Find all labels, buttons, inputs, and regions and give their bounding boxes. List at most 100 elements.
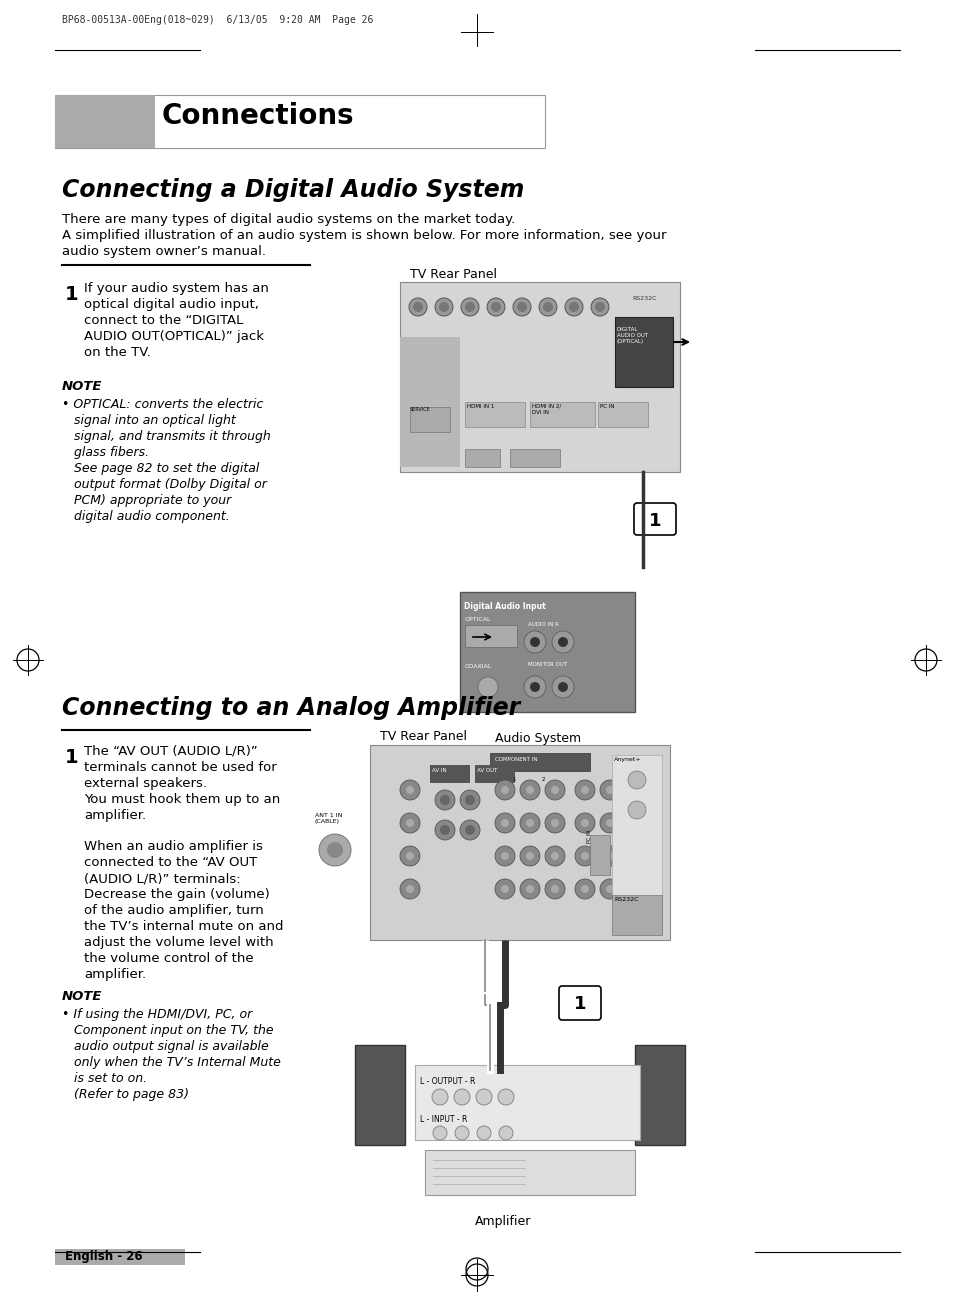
Circle shape (406, 820, 414, 827)
Bar (612, 755, 661, 930)
Bar (464, 402, 524, 427)
Circle shape (564, 298, 582, 316)
Bar (490, 753, 589, 771)
Text: the TV’s internal mute on and: the TV’s internal mute on and (84, 920, 283, 933)
Text: external speakers.: external speakers. (84, 777, 207, 790)
Circle shape (544, 813, 564, 833)
Bar (355, 1045, 405, 1145)
Circle shape (552, 631, 574, 653)
Circle shape (432, 1089, 448, 1105)
Circle shape (544, 781, 564, 800)
Bar (464, 624, 517, 647)
Circle shape (575, 846, 595, 866)
Text: A simplified illustration of an audio system is shown below. For more informatio: A simplified illustration of an audio sy… (62, 229, 666, 242)
Text: COMPONENT IN: COMPONENT IN (495, 757, 537, 762)
Text: Component input on the TV, the: Component input on the TV, the (62, 1024, 274, 1037)
Circle shape (438, 302, 449, 312)
Text: (AUDIO L/R)” terminals:: (AUDIO L/R)” terminals: (84, 872, 240, 885)
Circle shape (495, 879, 515, 899)
Text: amplifier.: amplifier. (84, 968, 146, 981)
Circle shape (464, 795, 475, 805)
Text: glass fibers.: glass fibers. (62, 446, 149, 459)
Text: AV OUT: AV OUT (476, 768, 497, 773)
Circle shape (525, 820, 534, 827)
Text: audio output signal is available: audio output signal is available (62, 1039, 269, 1053)
Text: English - 26: English - 26 (65, 1250, 143, 1263)
Circle shape (459, 790, 479, 811)
Circle shape (500, 786, 509, 794)
Text: L - INPUT - R: L - INPUT - R (419, 1115, 467, 1124)
Text: COAXIAL: COAXIAL (464, 664, 492, 669)
Bar (399, 282, 679, 472)
Text: is set to on.: is set to on. (62, 1072, 147, 1085)
Bar (55, 95, 154, 148)
Circle shape (599, 781, 619, 800)
FancyBboxPatch shape (558, 986, 600, 1020)
Circle shape (500, 885, 509, 892)
Bar (55, 1249, 185, 1265)
Text: adjust the volume level with: adjust the volume level with (84, 935, 274, 948)
Bar (510, 449, 559, 467)
Circle shape (605, 885, 614, 892)
Text: PC IN: PC IN (599, 405, 614, 409)
Bar (615, 317, 672, 386)
Circle shape (595, 302, 604, 312)
Text: • If using the HDMI/DVI, PC, or: • If using the HDMI/DVI, PC, or (62, 1008, 252, 1021)
Circle shape (568, 302, 578, 312)
FancyBboxPatch shape (634, 503, 676, 535)
Circle shape (599, 813, 619, 833)
Circle shape (497, 1089, 514, 1105)
Circle shape (558, 682, 567, 692)
Text: RS232C: RS232C (614, 896, 638, 902)
Circle shape (464, 302, 475, 312)
Circle shape (544, 846, 564, 866)
Bar (530, 402, 595, 427)
Text: If your audio system has an: If your audio system has an (84, 282, 269, 295)
Circle shape (500, 852, 509, 860)
Circle shape (542, 302, 553, 312)
Circle shape (538, 298, 557, 316)
Bar (598, 402, 647, 427)
Text: Connections: Connections (162, 101, 355, 130)
Circle shape (495, 846, 515, 866)
Text: HDMI IN 1: HDMI IN 1 (467, 405, 494, 409)
Text: PC IN: PC IN (586, 830, 592, 843)
Circle shape (439, 825, 450, 835)
Text: MONITOR OUT: MONITOR OUT (527, 662, 566, 667)
Text: 2: 2 (541, 777, 545, 782)
Circle shape (477, 677, 497, 697)
Circle shape (530, 637, 539, 647)
Circle shape (519, 813, 539, 833)
Circle shape (580, 786, 588, 794)
Text: You must hook them up to an: You must hook them up to an (84, 794, 280, 807)
Circle shape (409, 298, 427, 316)
Circle shape (605, 852, 614, 860)
Circle shape (605, 786, 614, 794)
Circle shape (552, 677, 574, 699)
Text: Connecting to an Analog Amplifier: Connecting to an Analog Amplifier (62, 696, 519, 719)
Circle shape (575, 781, 595, 800)
Circle shape (327, 842, 343, 857)
Text: L - OUTPUT - R: L - OUTPUT - R (419, 1077, 475, 1086)
Text: NOTE: NOTE (62, 380, 102, 393)
Circle shape (406, 786, 414, 794)
Bar (424, 1150, 635, 1196)
Circle shape (491, 302, 500, 312)
Circle shape (476, 1089, 492, 1105)
Bar (399, 337, 459, 467)
Circle shape (519, 879, 539, 899)
Text: There are many types of digital audio systems on the market today.: There are many types of digital audio sy… (62, 213, 515, 226)
Circle shape (495, 781, 515, 800)
Circle shape (517, 302, 526, 312)
Text: See page 82 to set the digital: See page 82 to set the digital (62, 462, 259, 475)
Text: • OPTICAL: converts the electric: • OPTICAL: converts the electric (62, 398, 263, 411)
Bar (430, 765, 470, 783)
Text: connected to the “AV OUT: connected to the “AV OUT (84, 856, 257, 869)
Text: optical digital audio input,: optical digital audio input, (84, 298, 258, 311)
Circle shape (413, 302, 422, 312)
Circle shape (525, 852, 534, 860)
Text: HDMI IN 2/
DVI IN: HDMI IN 2/ DVI IN (532, 405, 560, 415)
Text: When an audio amplifier is: When an audio amplifier is (84, 840, 263, 853)
Text: amplifier.: amplifier. (84, 809, 146, 822)
Circle shape (318, 834, 351, 866)
